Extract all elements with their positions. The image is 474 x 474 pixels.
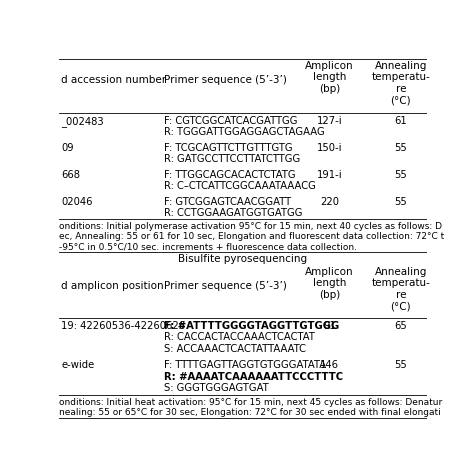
Text: 55: 55	[394, 170, 407, 180]
Text: nealing: 55 or 65°C for 30 sec, Elongation: 72°C for 30 sec ended with final elo: nealing: 55 or 65°C for 30 sec, Elongati…	[59, 408, 441, 417]
Text: ec, Annealing: 55 or 61 for 10 sec, Elongation and fluorescent data collection: : ec, Annealing: 55 or 61 for 10 sec, Elon…	[59, 232, 445, 241]
Text: F: TTGGCAGCACACTCTATG: F: TTGGCAGCACACTCTATG	[164, 170, 296, 180]
Text: Amplicon
length
(bp): Amplicon length (bp)	[305, 61, 354, 94]
Text: 55: 55	[394, 197, 407, 207]
Text: R: CCTGGAAGATGGTGATGG: R: CCTGGAAGATGGTGATGG	[164, 209, 302, 219]
Text: e-wide: e-wide	[61, 360, 94, 370]
Text: 09: 09	[61, 143, 74, 153]
Text: F: #ATTTTGGGGTAGGTTGTGGG: F: #ATTTTGGGGTAGGTTGTGGG	[164, 320, 339, 330]
Text: 668: 668	[61, 170, 80, 180]
Text: 19: 42260536-42260626: 19: 42260536-42260626	[61, 320, 185, 330]
Text: Annealing
temperatu-
re
(°C): Annealing temperatu- re (°C)	[372, 61, 430, 105]
Text: 02046: 02046	[61, 197, 92, 207]
Text: 65: 65	[394, 320, 407, 330]
Text: -95°C in 0.5°C/10 sec. increments + fluorescence data collection.: -95°C in 0.5°C/10 sec. increments + fluo…	[59, 243, 357, 252]
Text: Amplicon
length
(bp): Amplicon length (bp)	[305, 266, 354, 300]
Text: R: C–CTCATTCGGCAAATAAACG: R: C–CTCATTCGGCAAATAAACG	[164, 182, 316, 191]
Text: F: TCGCAGTTCTTGTTTGTG: F: TCGCAGTTCTTGTTTGTG	[164, 143, 292, 153]
Text: 150-i: 150-i	[317, 143, 342, 153]
Text: R: CACCACTACCAAACTCACTAT: R: CACCACTACCAAACTCACTAT	[164, 332, 315, 342]
Text: d amplicon position: d amplicon position	[61, 281, 164, 291]
Text: F: TTTTGAGTTAGGTGTGGGATATA: F: TTTTGAGTTAGGTGTGGGATATA	[164, 360, 326, 370]
Text: onditions: Initial polymerase activation 95°C for 15 min, next 40 cycles as foll: onditions: Initial polymerase activation…	[59, 222, 442, 231]
Text: 55: 55	[394, 143, 407, 153]
Text: 55: 55	[394, 360, 407, 370]
Text: F: GTCGGAGTCAACGGATT: F: GTCGGAGTCAACGGATT	[164, 197, 291, 207]
Text: Primer sequence (5’-3’): Primer sequence (5’-3’)	[164, 281, 287, 291]
Text: onditions: Initial heat activation: 95°C for 15 min, next 45 cycles as follows: : onditions: Initial heat activation: 95°C…	[59, 398, 443, 407]
Text: R: TGGGATTGGAGGAGCTAGAAG: R: TGGGATTGGAGGAGCTAGAAG	[164, 128, 325, 137]
Text: 127-i: 127-i	[317, 116, 342, 126]
Text: F: CGTCGGCATCACGATTGG: F: CGTCGGCATCACGATTGG	[164, 116, 298, 126]
Text: S: ACCAAACTCACTATTAAATC: S: ACCAAACTCACTATTAAATC	[164, 344, 306, 354]
Text: S: GGGTGGGAGTGAT: S: GGGTGGGAGTGAT	[164, 383, 269, 393]
Text: Primer sequence (5’-3’): Primer sequence (5’-3’)	[164, 75, 287, 85]
Text: 61: 61	[394, 116, 407, 126]
Text: Annealing
temperatu-
re
(°C): Annealing temperatu- re (°C)	[372, 266, 430, 311]
Text: Bisulfite pyrosequencing: Bisulfite pyrosequencing	[178, 254, 308, 264]
Text: d accession number: d accession number	[61, 75, 166, 85]
Text: 220: 220	[320, 197, 339, 207]
Text: 91: 91	[323, 320, 336, 330]
Text: R: GATGCCTTCCTTATCTTGG: R: GATGCCTTCCTTATCTTGG	[164, 155, 300, 164]
Text: 191-i: 191-i	[317, 170, 342, 180]
Text: 146: 146	[320, 360, 339, 370]
Text: _002483: _002483	[61, 116, 104, 127]
Text: R: #AAAATCAAAAAATTCCCTTTC: R: #AAAATCAAAAAATTCCCTTTC	[164, 372, 343, 382]
